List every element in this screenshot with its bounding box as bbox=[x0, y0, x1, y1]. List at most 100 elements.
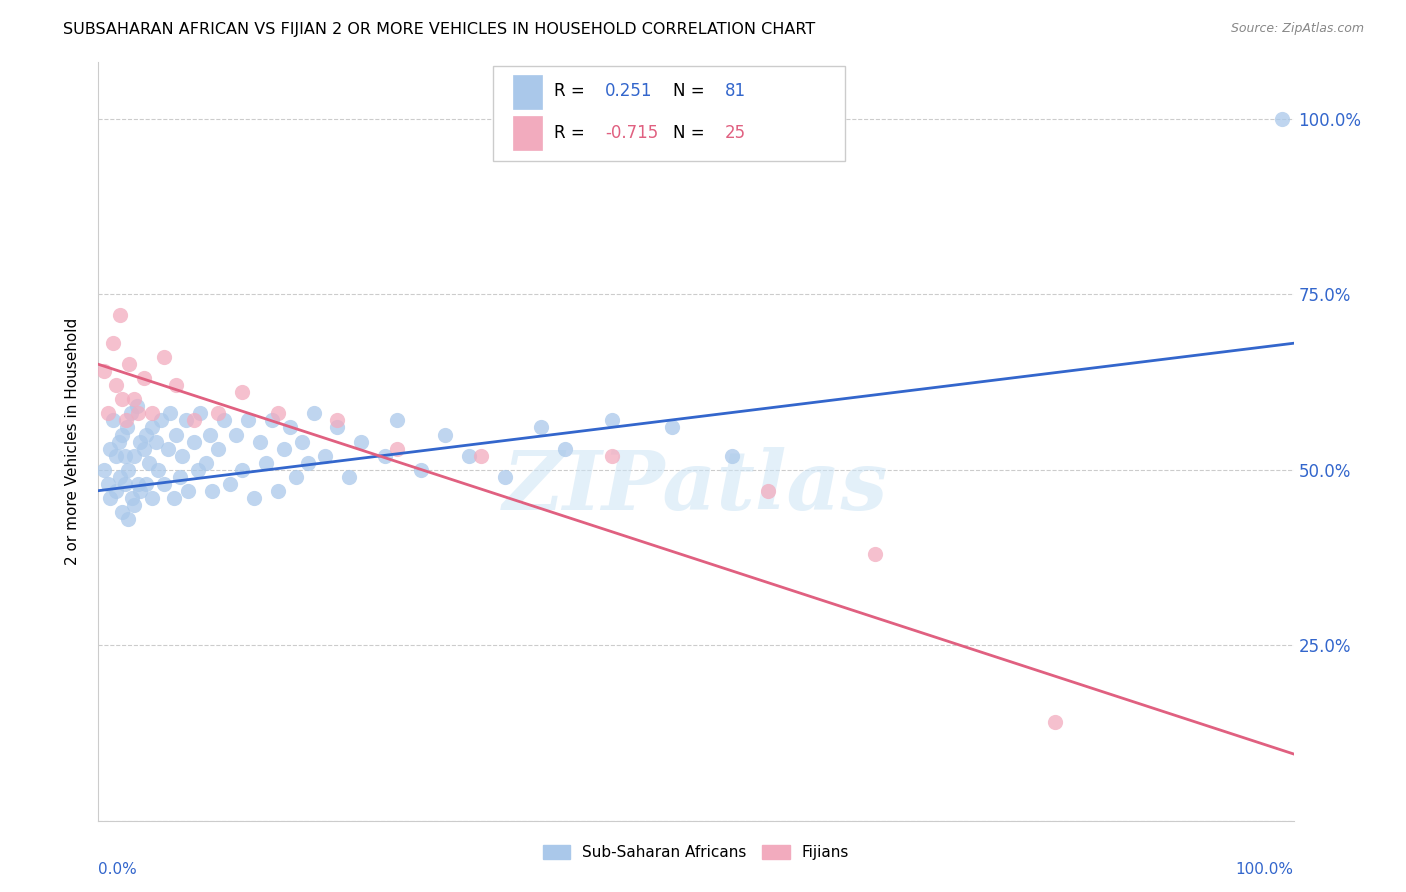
Point bbox=[111, 505, 134, 519]
Point bbox=[183, 434, 205, 449]
Text: R =: R = bbox=[554, 124, 589, 142]
Point bbox=[111, 427, 134, 442]
Point bbox=[385, 442, 409, 456]
Point bbox=[107, 434, 129, 449]
Point bbox=[174, 413, 197, 427]
Point bbox=[97, 476, 120, 491]
Text: 0.0%: 0.0% bbox=[98, 863, 138, 878]
Point bbox=[494, 469, 516, 483]
Point bbox=[470, 449, 492, 463]
Point bbox=[374, 449, 396, 463]
Point bbox=[302, 407, 325, 421]
Point bbox=[153, 351, 176, 365]
Point bbox=[756, 483, 779, 498]
Point bbox=[243, 491, 266, 505]
Point bbox=[165, 378, 187, 392]
Y-axis label: 2 or more Vehicles in Household: 2 or more Vehicles in Household bbox=[65, 318, 80, 566]
Legend: Sub-Saharan Africans, Fijians: Sub-Saharan Africans, Fijians bbox=[537, 838, 855, 866]
Point bbox=[118, 357, 141, 371]
Point bbox=[297, 456, 319, 470]
Point bbox=[236, 413, 259, 427]
Point bbox=[198, 427, 221, 442]
Point bbox=[721, 449, 744, 463]
Point bbox=[530, 420, 553, 434]
Text: N =: N = bbox=[673, 124, 710, 142]
Point bbox=[350, 434, 373, 449]
Point bbox=[231, 462, 253, 476]
Point bbox=[385, 413, 409, 427]
Point bbox=[602, 413, 624, 427]
Point bbox=[141, 420, 163, 434]
Point bbox=[108, 308, 131, 322]
Point bbox=[135, 476, 157, 491]
Point bbox=[169, 469, 191, 483]
Point bbox=[129, 434, 152, 449]
Point bbox=[108, 469, 131, 483]
Point bbox=[201, 483, 224, 498]
Text: SUBSAHARAN AFRICAN VS FIJIAN 2 OR MORE VEHICLES IN HOUSEHOLD CORRELATION CHART: SUBSAHARAN AFRICAN VS FIJIAN 2 OR MORE V… bbox=[63, 22, 815, 37]
Point bbox=[187, 462, 209, 476]
Point bbox=[101, 413, 124, 427]
Text: ZIPatlas: ZIPatlas bbox=[503, 447, 889, 527]
Point bbox=[163, 491, 186, 505]
Point bbox=[273, 442, 295, 456]
Point bbox=[101, 336, 124, 351]
Text: R =: R = bbox=[554, 82, 589, 100]
Point bbox=[124, 449, 146, 463]
Point bbox=[177, 483, 200, 498]
Point bbox=[278, 420, 301, 434]
Point bbox=[114, 449, 136, 463]
Point bbox=[231, 385, 253, 400]
Text: 81: 81 bbox=[724, 82, 745, 100]
Point bbox=[117, 462, 139, 476]
Point bbox=[315, 449, 337, 463]
FancyBboxPatch shape bbox=[494, 66, 845, 161]
Point bbox=[602, 449, 624, 463]
Point bbox=[219, 476, 242, 491]
Point bbox=[254, 456, 277, 470]
Point bbox=[120, 407, 142, 421]
Point bbox=[260, 413, 283, 427]
Point bbox=[339, 469, 361, 483]
Point bbox=[132, 371, 155, 385]
Point bbox=[93, 364, 115, 378]
Text: 0.251: 0.251 bbox=[605, 82, 652, 100]
Point bbox=[148, 462, 170, 476]
Point bbox=[125, 400, 148, 414]
Point bbox=[105, 483, 128, 498]
Point bbox=[98, 442, 122, 456]
Point bbox=[434, 427, 457, 442]
Point bbox=[124, 392, 146, 407]
Text: N =: N = bbox=[673, 82, 710, 100]
Point bbox=[127, 407, 149, 421]
Point bbox=[326, 420, 349, 434]
Text: -0.715: -0.715 bbox=[605, 124, 658, 142]
Point bbox=[127, 476, 149, 491]
Point bbox=[129, 483, 152, 498]
Point bbox=[249, 434, 271, 449]
Point bbox=[105, 449, 128, 463]
Text: 100.0%: 100.0% bbox=[1236, 863, 1294, 878]
Point bbox=[117, 512, 139, 526]
Point bbox=[98, 491, 122, 505]
Point bbox=[195, 456, 218, 470]
Point bbox=[135, 427, 157, 442]
Point bbox=[207, 442, 229, 456]
Point bbox=[267, 483, 290, 498]
Point bbox=[554, 442, 576, 456]
Bar bbox=[513, 116, 541, 150]
Point bbox=[267, 407, 290, 421]
Point bbox=[165, 427, 187, 442]
Point bbox=[212, 413, 235, 427]
Point bbox=[207, 407, 229, 421]
Point bbox=[115, 420, 138, 434]
Point bbox=[132, 442, 155, 456]
Text: 25: 25 bbox=[724, 124, 745, 142]
Point bbox=[188, 407, 211, 421]
Point bbox=[121, 491, 143, 505]
Point bbox=[105, 378, 128, 392]
Point bbox=[458, 449, 481, 463]
Point bbox=[153, 476, 176, 491]
Point bbox=[225, 427, 247, 442]
Point bbox=[326, 413, 349, 427]
